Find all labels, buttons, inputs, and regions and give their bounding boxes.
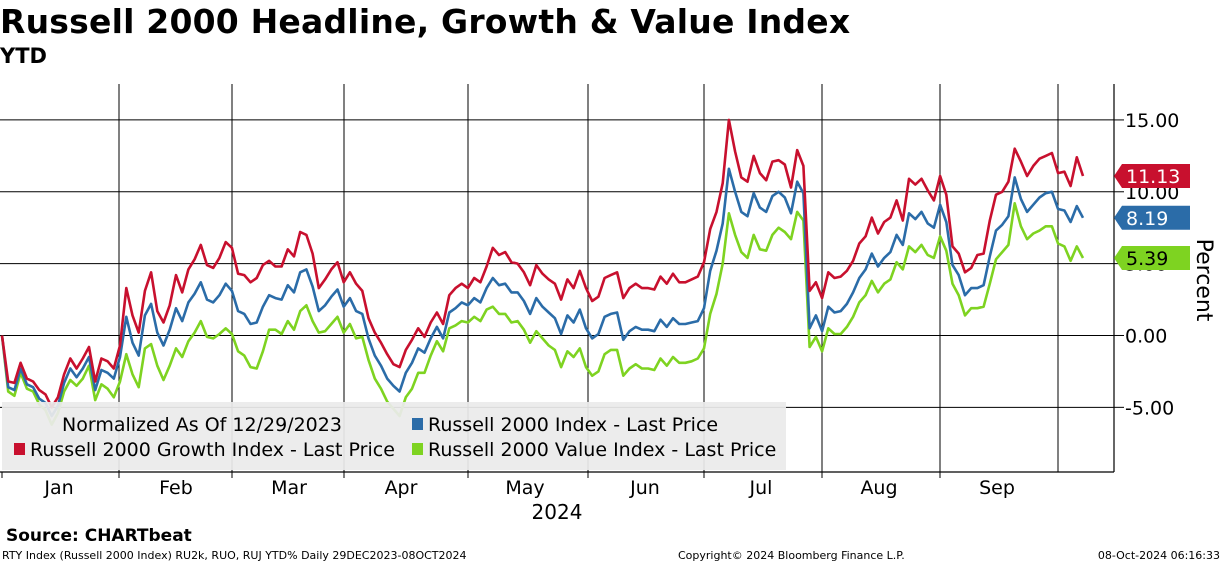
series-lines bbox=[0, 118, 1085, 426]
x-tick-label: May bbox=[505, 477, 544, 499]
footer-index-info: RTY Index (Russell 2000 Index) RU2k, RUO… bbox=[2, 549, 467, 562]
legend-label: Russell 2000 Growth Index - Last Price bbox=[30, 439, 395, 461]
y-tick-label: 0.00 bbox=[1125, 325, 1167, 347]
x-tick-label: Aug bbox=[860, 477, 897, 499]
legend-swatch bbox=[14, 443, 25, 455]
x-tick-label: Sep bbox=[979, 477, 1015, 499]
y-axis-title: Percent bbox=[1191, 239, 1216, 322]
legend-swatch bbox=[412, 443, 423, 455]
last-value-label: 11.13 bbox=[1126, 166, 1180, 188]
legend-label: Russell 2000 Value Index - Last Price bbox=[428, 439, 776, 461]
x-axis-title: 2024 bbox=[532, 500, 583, 520]
legend-swatch bbox=[412, 418, 423, 430]
chart-subtitle: YTD bbox=[0, 44, 47, 68]
x-tick-label: Jan bbox=[43, 477, 73, 499]
y-tick-label: -5.00 bbox=[1125, 397, 1174, 419]
chart-legend: Normalized As Of 12/29/2023 Russell 2000 … bbox=[2, 402, 786, 470]
source-note: Source: CHARTbeat bbox=[6, 526, 192, 546]
legend-note: Normalized As Of 12/29/2023 bbox=[62, 414, 342, 436]
x-tick-label: Apr bbox=[385, 477, 418, 499]
series-line bbox=[0, 118, 1085, 409]
chart-title: Russell 2000 Headline, Growth & Value In… bbox=[0, 2, 851, 41]
last-value-tag bbox=[1114, 163, 1190, 188]
last-value-tag bbox=[1114, 246, 1190, 271]
x-tick-label: Jun bbox=[629, 477, 660, 499]
last-price-tags: 11.13 8.19 5.39 bbox=[1114, 163, 1190, 271]
legend-label: Russell 2000 Index - Last Price bbox=[428, 414, 718, 436]
legend-box bbox=[2, 402, 786, 470]
y-tick-label: 15.00 bbox=[1125, 110, 1179, 132]
x-tick-label: Mar bbox=[271, 477, 307, 499]
line-chart: Normalized As Of 12/29/2023 Russell 2000 … bbox=[0, 84, 1216, 520]
footer-copyright: Copyright© 2024 Bloomberg Finance L.P. bbox=[678, 549, 905, 562]
series-line bbox=[0, 202, 1085, 426]
x-tick-label: Jul bbox=[749, 477, 773, 499]
last-value-label: 5.39 bbox=[1126, 248, 1168, 270]
series-line bbox=[0, 167, 1085, 418]
last-value-tag bbox=[1114, 205, 1190, 230]
last-value-label: 8.19 bbox=[1126, 208, 1168, 230]
footer-timestamp: 08-Oct-2024 06:16:33 bbox=[1097, 549, 1220, 562]
x-tick-label: Feb bbox=[159, 477, 193, 499]
